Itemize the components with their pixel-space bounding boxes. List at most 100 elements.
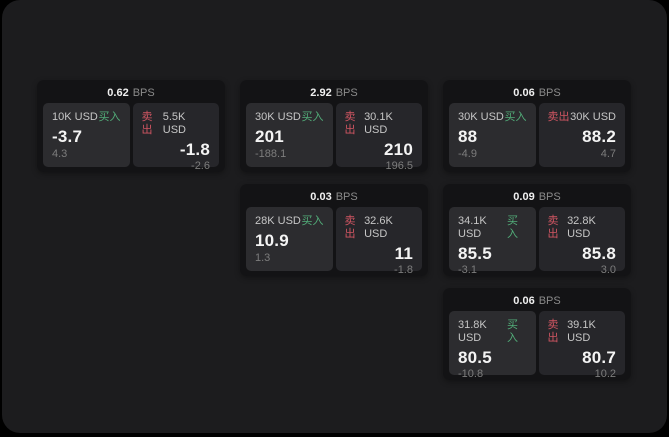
sell-meta: 卖出 5.5K USD xyxy=(142,111,211,137)
quote-panels: 28K USD 买入 10.9 1.3 卖出 32.6K USD 11 -1.8 xyxy=(246,207,422,276)
sell-panel[interactable]: 卖出 39.1K USD 80.7 10.2 xyxy=(538,311,625,380)
sell-delta: 3.0 xyxy=(600,264,616,276)
bps-unit-label: BPS xyxy=(132,87,155,99)
buy-tag: 买入 xyxy=(98,111,121,123)
buy-panel[interactable]: 30K USD 买入 88 -4.9 xyxy=(449,103,536,167)
buy-delta: -4.9 xyxy=(458,148,477,160)
quote-card: 0.06 BPS 30K USD 买入 88 -4.9 卖出 30K USD xyxy=(443,80,631,172)
buy-size: 30K USD xyxy=(255,111,301,123)
sell-panel[interactable]: 卖出 32.6K USD 11 -1.8 xyxy=(335,207,422,276)
buy-tag: 买入 xyxy=(506,319,518,344)
buy-tag: 买入 xyxy=(506,215,518,240)
buy-panel[interactable]: 30K USD 买入 201 -188.1 xyxy=(246,103,333,167)
buy-delta: -10.8 xyxy=(458,368,484,380)
sell-meta: 卖出 30K USD xyxy=(548,111,617,124)
buy-meta: 34.1K USD 买入 xyxy=(458,215,527,241)
buy-price: 80.5 xyxy=(458,348,492,367)
spread-header: 0.03 BPS xyxy=(246,188,422,207)
buy-delta: 4.3 xyxy=(52,148,68,160)
sell-size: 39.1K USD xyxy=(567,319,596,344)
sell-meta: 卖出 32.8K USD xyxy=(548,215,617,241)
sell-tag: 卖出 xyxy=(547,111,570,123)
quote-panels: 10K USD 买入 -3.7 4.3 卖出 5.5K USD -1.8 -2.… xyxy=(43,103,219,172)
buy-tag: 买入 xyxy=(504,111,527,123)
sell-meta: 卖出 30.1K USD xyxy=(345,111,414,137)
sell-price: 210 xyxy=(384,140,413,159)
sell-panel[interactable]: 卖出 30K USD 88.2 4.7 xyxy=(538,103,625,167)
buy-tag: 买入 xyxy=(301,111,324,123)
quote-panels: 31.8K USD 买入 80.5 -10.8 卖出 39.1K USD 80.… xyxy=(449,311,625,380)
sell-panel[interactable]: 卖出 5.5K USD -1.8 -2.6 xyxy=(132,103,219,172)
buy-price: 201 xyxy=(255,127,284,146)
buy-delta: -3.1 xyxy=(458,264,477,276)
bps-unit-label: BPS xyxy=(538,191,561,203)
sell-size: 32.8K USD xyxy=(567,215,596,240)
buy-size: 28K USD xyxy=(255,215,301,227)
buy-meta: 30K USD 买入 xyxy=(255,111,324,124)
sell-price: 11 xyxy=(394,244,413,263)
sell-tag: 卖出 xyxy=(547,319,559,344)
buy-size: 10K USD xyxy=(52,111,98,123)
sell-size: 5.5K USD xyxy=(162,111,186,136)
spread-header: 0.09 BPS xyxy=(449,188,625,207)
quote-card: 2.92 BPS 30K USD 买入 201 -188.1 卖出 30.1K … xyxy=(240,80,428,172)
bps-unit-label: BPS xyxy=(335,191,358,203)
sell-meta: 卖出 32.6K USD xyxy=(345,215,414,241)
sell-size: 30.1K USD xyxy=(364,111,393,136)
buy-price: 85.5 xyxy=(458,244,492,263)
spread-bps-value: 0.06 xyxy=(513,87,535,99)
sell-size: 30K USD xyxy=(570,111,616,123)
sell-tag: 卖出 xyxy=(547,215,559,240)
sell-delta: 196.5 xyxy=(385,160,413,172)
quote-card: 0.03 BPS 28K USD 买入 10.9 1.3 卖出 32.6K US… xyxy=(240,184,428,276)
sell-delta: 10.2 xyxy=(594,368,616,380)
buy-size: 30K USD xyxy=(458,111,504,123)
spread-header: 2.92 BPS xyxy=(246,84,422,103)
buy-price: -3.7 xyxy=(52,127,83,146)
buy-meta: 10K USD 买入 xyxy=(52,111,121,124)
sell-size: 32.6K USD xyxy=(364,215,393,240)
buy-panel[interactable]: 34.1K USD 买入 85.5 -3.1 xyxy=(449,207,536,276)
buy-delta: -188.1 xyxy=(255,148,287,160)
sell-delta: -2.6 xyxy=(191,160,210,172)
sell-price: -1.8 xyxy=(179,140,210,159)
buy-delta: 1.3 xyxy=(255,252,271,264)
spread-bps-value: 0.09 xyxy=(513,191,535,203)
buy-panel[interactable]: 31.8K USD 买入 80.5 -10.8 xyxy=(449,311,536,380)
quote-panels: 34.1K USD 买入 85.5 -3.1 卖出 32.8K USD 85.8… xyxy=(449,207,625,276)
buy-meta: 28K USD 买入 xyxy=(255,215,324,228)
sell-panel[interactable]: 卖出 30.1K USD 210 196.5 xyxy=(335,103,422,172)
spread-header: 0.06 BPS xyxy=(449,84,625,103)
sell-meta: 卖出 39.1K USD xyxy=(548,319,617,345)
sell-tag: 卖出 xyxy=(344,111,356,136)
buy-panel[interactable]: 28K USD 买入 10.9 1.3 xyxy=(246,207,333,271)
buy-panel[interactable]: 10K USD 买入 -3.7 4.3 xyxy=(43,103,130,167)
quote-card: 0.09 BPS 34.1K USD 买入 85.5 -3.1 卖出 32.8K… xyxy=(443,184,631,276)
spread-bps-value: 2.92 xyxy=(310,87,332,99)
buy-price: 10.9 xyxy=(255,231,289,250)
sell-price: 80.7 xyxy=(582,348,616,367)
sell-panel[interactable]: 卖出 32.8K USD 85.8 3.0 xyxy=(538,207,625,276)
bps-unit-label: BPS xyxy=(335,87,358,99)
sell-delta: 4.7 xyxy=(600,148,616,160)
spread-header: 0.62 BPS xyxy=(43,84,219,103)
sell-delta: -1.8 xyxy=(394,264,413,276)
buy-size: 34.1K USD xyxy=(458,215,487,240)
sell-price: 85.8 xyxy=(582,244,616,263)
sell-tag: 卖出 xyxy=(344,215,356,240)
sell-price: 88.2 xyxy=(582,127,616,146)
buy-meta: 30K USD 买入 xyxy=(458,111,527,124)
buy-tag: 买入 xyxy=(301,215,324,227)
sell-tag: 卖出 xyxy=(141,111,153,136)
spread-bps-value: 0.06 xyxy=(513,295,535,307)
bps-unit-label: BPS xyxy=(538,87,561,99)
buy-meta: 31.8K USD 买入 xyxy=(458,319,527,345)
quote-panels: 30K USD 买入 88 -4.9 卖出 30K USD 88.2 4.7 xyxy=(449,103,625,167)
bps-unit-label: BPS xyxy=(538,295,561,307)
quote-card: 0.62 BPS 10K USD 买入 -3.7 4.3 卖出 5.5K USD xyxy=(37,80,225,172)
quote-card: 0.06 BPS 31.8K USD 买入 80.5 -10.8 卖出 39.1… xyxy=(443,288,631,380)
buy-price: 88 xyxy=(458,127,478,146)
buy-size: 31.8K USD xyxy=(458,319,487,344)
